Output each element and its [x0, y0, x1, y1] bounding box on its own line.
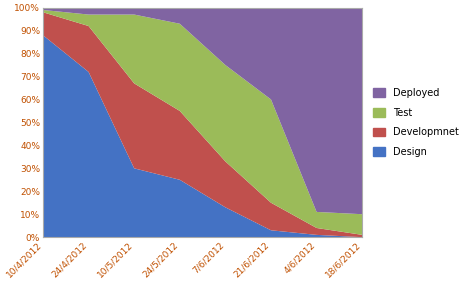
Legend: Deployed, Test, Developmnet, Design: Deployed, Test, Developmnet, Design: [370, 85, 461, 160]
